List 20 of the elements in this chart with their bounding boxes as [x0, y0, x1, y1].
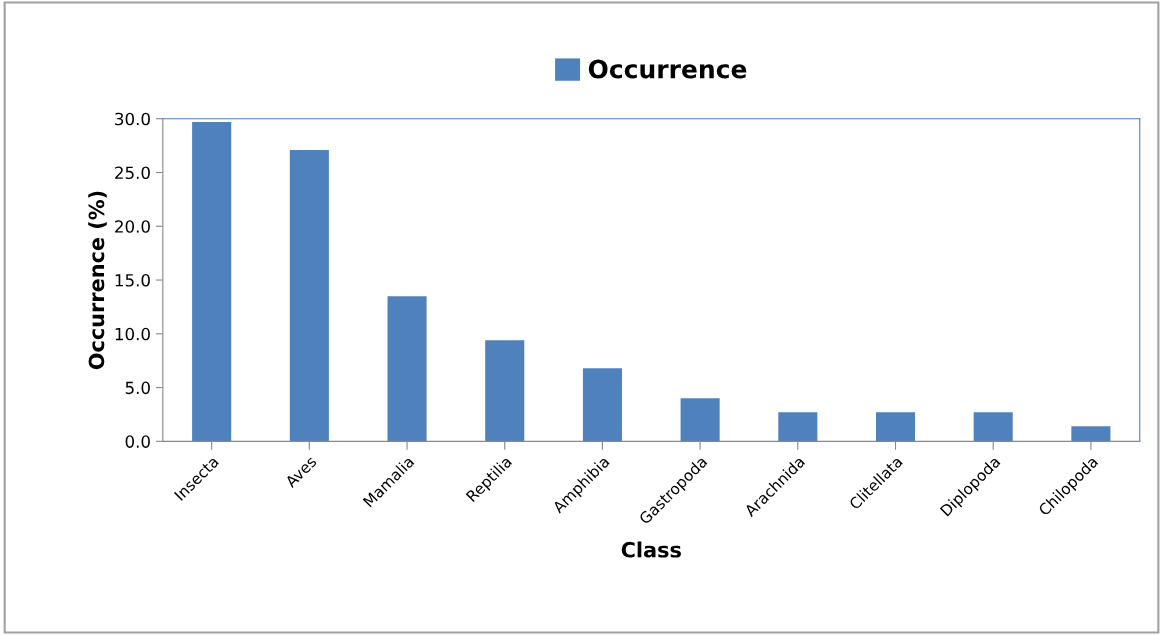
x-axis-title: Class	[621, 541, 681, 558]
bar	[485, 340, 525, 442]
bar	[387, 296, 427, 442]
bar	[680, 398, 720, 442]
y-tick-label: 15.0	[115, 274, 150, 287]
bar	[289, 149, 329, 442]
bar	[582, 368, 622, 442]
bar	[875, 412, 916, 442]
y-tick-label: 10.0	[115, 327, 150, 341]
y-tick-label: 30.0	[115, 112, 150, 126]
bar	[973, 412, 1013, 442]
y-tick-label: 20.0	[115, 220, 150, 233]
y-tick-label: 25.0	[115, 166, 150, 180]
bar	[1071, 426, 1111, 442]
bar	[192, 121, 232, 442]
y-tick-label: 5.0	[125, 381, 150, 395]
bar	[778, 412, 818, 442]
legend-label: Occurrence	[588, 59, 747, 79]
y-axis-title: Occurrence (%)	[88, 191, 107, 370]
y-tick-label: 0.0	[125, 435, 150, 448]
